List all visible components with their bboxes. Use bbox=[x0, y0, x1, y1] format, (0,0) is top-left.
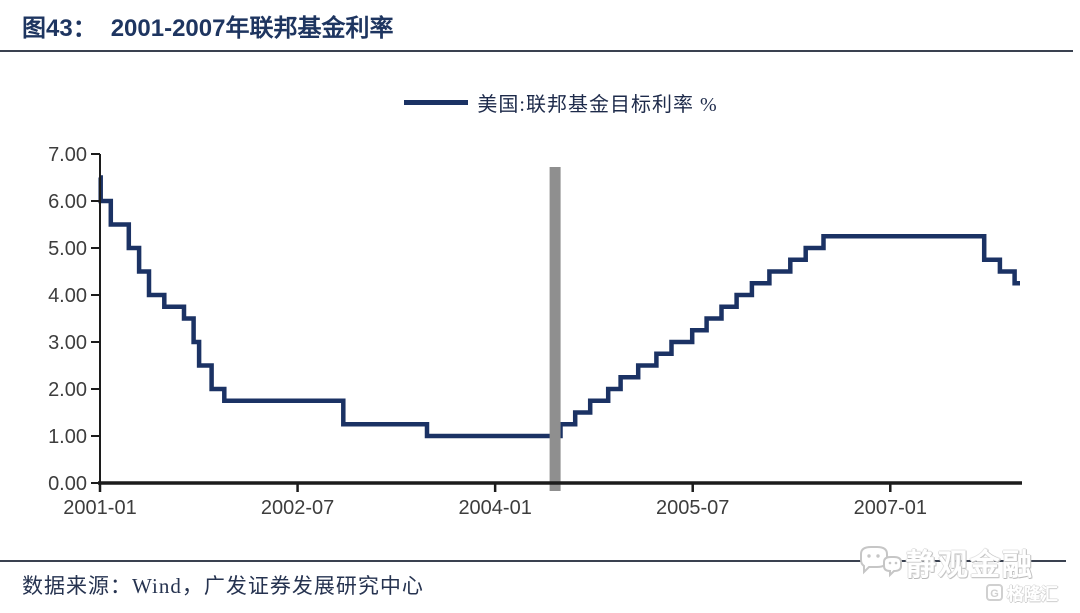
header-divider bbox=[0, 50, 1073, 52]
data-source-note: 数据来源：Wind，广发证券发展研究中心 bbox=[22, 574, 424, 598]
chart-legend: 美国:联邦基金目标利率 % bbox=[100, 88, 1022, 116]
x-axis-label: 2005-07 bbox=[656, 497, 729, 519]
watermark-brand-text: 静观金融 bbox=[906, 549, 1034, 582]
gelonghui-logo: G 格隆汇 bbox=[986, 580, 1058, 605]
footer-divider bbox=[0, 560, 1066, 562]
watermark: 静观金融 G 格隆汇 bbox=[858, 538, 1080, 608]
step-line bbox=[98, 175, 1020, 439]
figure-number: 图43： bbox=[22, 15, 97, 42]
figure-header: 图43： 2001-2007年联邦基金利率 bbox=[22, 8, 393, 43]
x-axis-label: 2001-01 bbox=[63, 497, 136, 519]
legend-series-label: 美国:联邦基金目标利率 % bbox=[477, 93, 718, 116]
chat-bubbles-icon bbox=[860, 546, 902, 578]
gelonghui-logo-text: 格隆汇 bbox=[1007, 585, 1058, 604]
svg-text:G: G bbox=[990, 588, 999, 600]
y-axis-label: 3.00 bbox=[48, 332, 87, 354]
y-axis-label: 4.00 bbox=[48, 285, 87, 307]
legend-line-swatch bbox=[404, 99, 469, 105]
y-axis-label: 0.00 bbox=[48, 473, 87, 495]
y-axis-label: 2.00 bbox=[48, 379, 87, 401]
x-axis-label: 2002-07 bbox=[261, 497, 334, 519]
figure-title: 2001-2007年联邦基金利率 bbox=[110, 15, 394, 42]
gelonghui-g-icon: G bbox=[986, 584, 1003, 601]
y-axis-label: 5.00 bbox=[48, 238, 87, 260]
y-axis-label: 6.00 bbox=[48, 191, 87, 213]
x-axis-label: 2004-01 bbox=[458, 497, 531, 519]
y-axis-label: 7.00 bbox=[48, 144, 87, 166]
x-axis-label: 2007-01 bbox=[854, 497, 927, 519]
y-axis-label: 1.00 bbox=[48, 426, 87, 448]
